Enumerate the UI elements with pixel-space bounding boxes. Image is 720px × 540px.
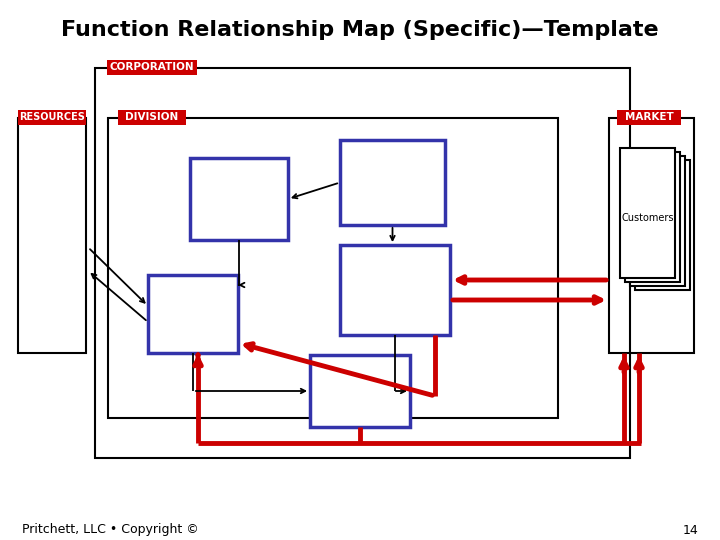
Bar xyxy=(107,60,197,75)
Text: Pritchett, LLC • Copyright ©: Pritchett, LLC • Copyright © xyxy=(22,523,199,537)
Bar xyxy=(118,110,186,125)
Bar xyxy=(310,355,410,427)
Bar xyxy=(190,158,288,240)
Bar xyxy=(340,140,445,225)
Bar xyxy=(635,160,690,290)
Bar xyxy=(95,68,630,458)
Text: DIVISION: DIVISION xyxy=(125,112,179,123)
Text: 14: 14 xyxy=(683,523,698,537)
Bar xyxy=(18,110,86,125)
Text: Customers: Customers xyxy=(621,213,674,223)
Text: RESOURCES: RESOURCES xyxy=(19,112,85,123)
Text: CORPORATION: CORPORATION xyxy=(109,63,194,72)
Text: MARKET: MARKET xyxy=(625,112,673,123)
Bar xyxy=(609,118,694,353)
Text: Function Relationship Map (Specific)—Template: Function Relationship Map (Specific)—Tem… xyxy=(61,20,659,40)
Bar xyxy=(108,118,558,418)
Bar xyxy=(620,148,675,278)
Bar xyxy=(18,118,86,353)
Bar xyxy=(625,152,680,282)
Bar xyxy=(630,156,685,286)
Bar xyxy=(617,110,681,125)
Bar xyxy=(148,275,238,353)
Bar xyxy=(340,245,450,335)
